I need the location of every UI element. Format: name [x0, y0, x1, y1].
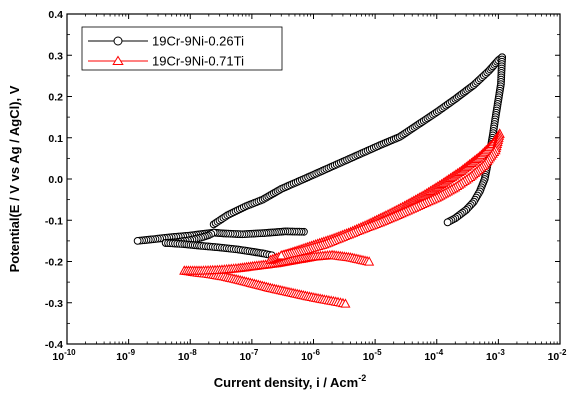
x-tick-label-base: 10 — [239, 351, 251, 363]
x-tick-label: 10-7 — [239, 348, 258, 363]
y-tick-label: 0.4 — [48, 9, 63, 21]
series-2-line — [281, 133, 501, 256]
x-tick-label-exponent: -4 — [436, 348, 444, 357]
x-axis-title: Current density, i / Acm-2 — [214, 373, 367, 390]
x-tick-label: 10-8 — [178, 348, 197, 363]
x-tick-label-exponent: -7 — [251, 348, 259, 357]
x-tick-label: 10-5 — [363, 348, 382, 363]
x-tick-label-base: 10 — [116, 351, 128, 363]
x-tick-label-exponent: -10 — [64, 348, 76, 357]
data-point-76 — [133, 236, 142, 245]
x-axis-title-text: Current density, i / Acm — [214, 375, 358, 390]
legend-marker-circle — [113, 36, 123, 46]
y-tick-label: -0.2 — [45, 257, 63, 269]
x-tick-label-base: 10 — [52, 351, 64, 363]
legend-marker-triangle — [112, 55, 124, 65]
series-1 — [133, 53, 507, 260]
axes: 10-10 10-9 10-8 10-7 10-6 10-5 10-4 10-3 10-2-0.… — [45, 9, 567, 363]
series-layer — [133, 53, 507, 308]
x-tick-label: 10-10 — [52, 348, 76, 363]
x-tick-label-exponent: -3 — [498, 348, 506, 357]
x-tick-label-base: 10 — [424, 351, 436, 363]
series-2-line — [270, 133, 501, 261]
legend-label-series-1: 19Cr-9Ni-0.26Ti — [152, 34, 244, 49]
series-2 — [179, 128, 505, 308]
x-tick-label-base: 10 — [548, 351, 560, 363]
x-tick-label: 10-2 — [548, 348, 567, 363]
x-tick-label: 10-9 — [116, 348, 135, 363]
y-tick-label: -0.1 — [45, 215, 63, 227]
data-point-163 — [364, 256, 375, 266]
y-tick-label: 0.1 — [48, 133, 63, 145]
legend: 19Cr-9Ni-0.26Ti 19Cr-9Ni-0.71Ti — [81, 26, 283, 71]
y-tick-label: 0.2 — [48, 92, 63, 104]
y-tick-label: -0.4 — [45, 339, 63, 351]
x-tick-label-exponent: -6 — [313, 348, 321, 357]
x-tick-label-base: 10 — [486, 351, 498, 363]
x-tick-label-exponent: -2 — [559, 348, 567, 357]
x-tick-label: 10-3 — [486, 348, 505, 363]
x-axis-title-superscript: -2 — [358, 373, 366, 383]
x-tick-label-base: 10 — [301, 351, 313, 363]
x-tick-label-base: 10 — [178, 351, 190, 363]
data-point-76 — [340, 298, 351, 308]
x-tick-label: 10-4 — [424, 348, 443, 363]
y-tick-label: -0.3 — [45, 298, 63, 310]
y-tick-label: 0.3 — [48, 50, 63, 62]
data-point-382 — [443, 218, 452, 227]
y-axis-title: Potential(E / V vs Ag / AgCl), V — [7, 85, 22, 272]
y-tick-label: 0.0 — [48, 174, 63, 186]
x-tick-label-exponent: -5 — [374, 348, 382, 357]
x-tick-label-base: 10 — [363, 351, 375, 363]
x-tick-label-exponent: -8 — [190, 348, 198, 357]
x-tick-label: 10-6 — [301, 348, 320, 363]
x-tick-label-exponent: -9 — [128, 348, 136, 357]
data-point-406 — [276, 250, 287, 260]
legend-label-series-2: 19Cr-9Ni-0.71Ti — [152, 54, 244, 69]
